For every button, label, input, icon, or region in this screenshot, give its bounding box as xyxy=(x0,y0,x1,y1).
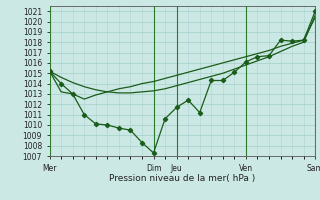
X-axis label: Pression niveau de la mer( hPa ): Pression niveau de la mer( hPa ) xyxy=(109,174,256,183)
